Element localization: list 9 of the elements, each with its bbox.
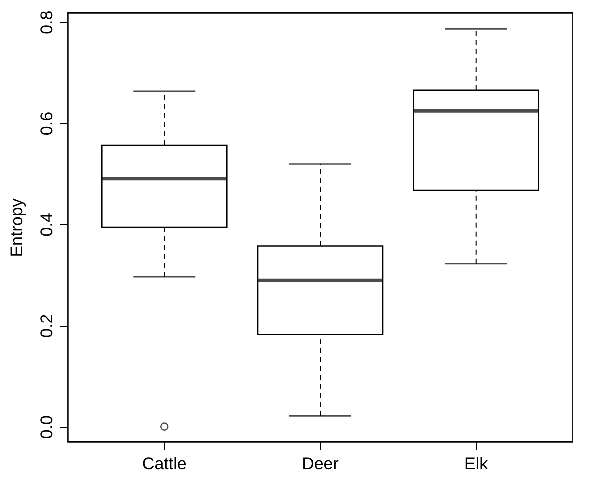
x-tick-label: Elk [464,454,489,474]
y-tick-label: 0.8 [38,10,56,34]
y-tick-label: 0.6 [38,112,56,136]
x-tick-label: Cattle [142,454,187,474]
y-axis-title: Entropy [8,198,26,258]
y-tick-label: 0.2 [38,314,56,338]
x-tick-label: Deer [302,454,340,474]
y-tick-label: 0.4 [38,213,56,237]
y-tick-label: 0.0 [38,416,56,440]
